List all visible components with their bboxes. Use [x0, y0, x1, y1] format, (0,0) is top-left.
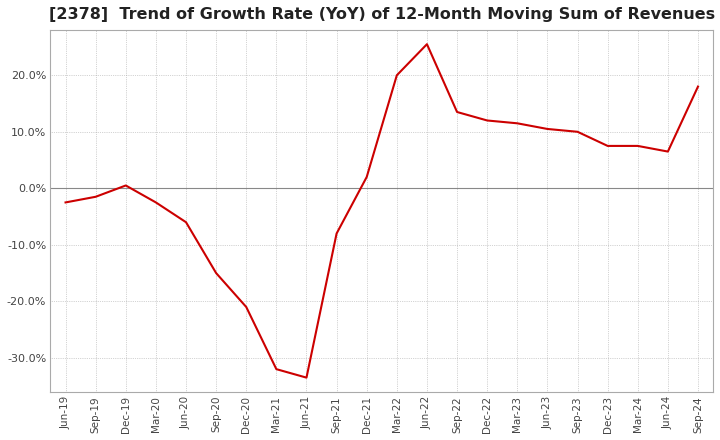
Title: [2378]  Trend of Growth Rate (YoY) of 12-Month Moving Sum of Revenues: [2378] Trend of Growth Rate (YoY) of 12-… [49, 7, 715, 22]
